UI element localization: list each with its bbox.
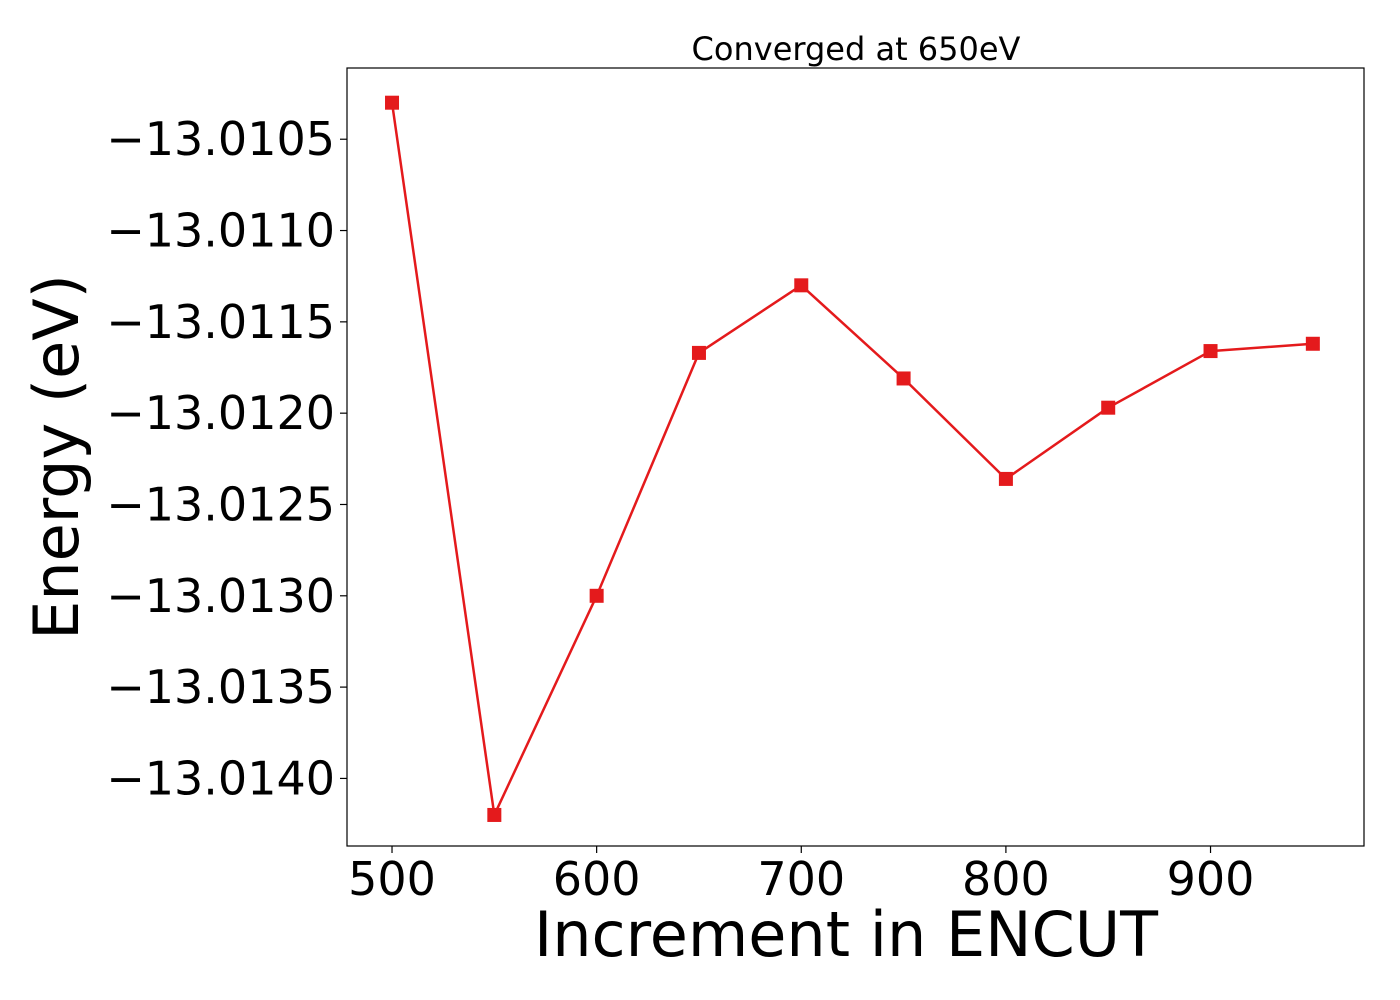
x-tick-label: 500	[348, 852, 436, 906]
chart-title: Converged at 650eV	[692, 30, 1021, 68]
x-axis-title: Increment in ENCUT	[534, 898, 1159, 971]
data-point-marker	[487, 807, 502, 822]
y-tick-label: −13.0105	[106, 112, 335, 166]
data-point-marker	[385, 95, 400, 110]
y-tick-label: −13.0130	[106, 569, 335, 623]
series-line	[390, 102, 1313, 817]
plot-area: 500 600 700 800 900 −13.0105 −13.0110 −13.0115 −…	[106, 67, 1365, 906]
y-tick-label: −13.0125	[106, 477, 335, 531]
x-tick-label: 900	[1167, 852, 1255, 906]
data-point-marker	[794, 278, 809, 293]
x-tick-label: 800	[962, 852, 1050, 906]
y-tick-label: −13.0140	[106, 751, 335, 805]
y-tick-label: −13.0120	[106, 386, 335, 440]
data-point-marker	[1305, 336, 1320, 351]
data-point-marker	[1203, 344, 1218, 359]
x-tick-label: 700	[757, 852, 845, 906]
y-tick-label: −13.0110	[106, 204, 335, 258]
data-point-marker	[998, 471, 1013, 486]
plot-frame	[346, 67, 1365, 847]
data-point-marker	[589, 588, 604, 603]
data-point-marker	[1101, 400, 1116, 415]
data-point-marker	[896, 371, 911, 386]
x-tick-label: 600	[553, 852, 641, 906]
y-axis-title: Energy (eV)	[20, 274, 93, 640]
y-tick-label: −13.0135	[106, 660, 335, 714]
y-tick-label: −13.0115	[106, 295, 335, 349]
data-point-marker	[691, 345, 706, 360]
